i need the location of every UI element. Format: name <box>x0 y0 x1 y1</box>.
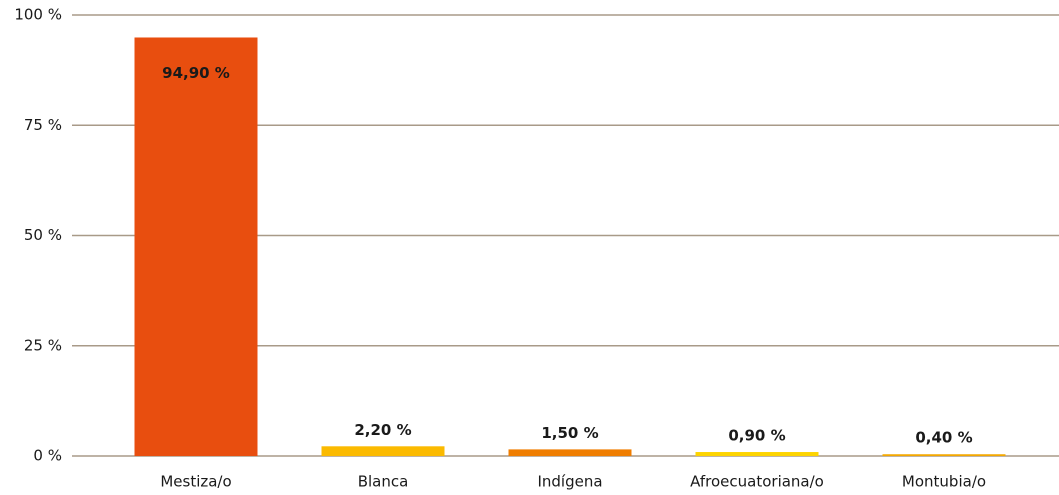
value-label: 0,40 % <box>915 429 972 447</box>
x-tick-label: Afroecuatoriana/o <box>690 473 824 491</box>
bar <box>321 446 445 456</box>
y-tick-label: 75 % <box>24 116 62 134</box>
x-tick-label: Montubia/o <box>902 473 986 491</box>
bar <box>695 452 819 456</box>
value-label: 2,20 % <box>354 421 411 439</box>
x-tick-label: Blanca <box>358 473 409 491</box>
bar <box>882 454 1006 456</box>
x-tick-label: Mestiza/o <box>160 473 231 491</box>
y-tick-label: 25 % <box>24 336 62 354</box>
y-tick-label: 50 % <box>24 226 62 244</box>
bar <box>508 449 632 456</box>
y-tick-label: 0 % <box>33 447 62 465</box>
bar <box>134 37 258 457</box>
value-label: 94,90 % <box>162 64 230 82</box>
value-label: 0,90 % <box>728 427 785 445</box>
value-label: 1,50 % <box>541 424 598 442</box>
y-tick-label: 100 % <box>14 6 62 24</box>
x-tick-label: Indígena <box>537 473 602 491</box>
